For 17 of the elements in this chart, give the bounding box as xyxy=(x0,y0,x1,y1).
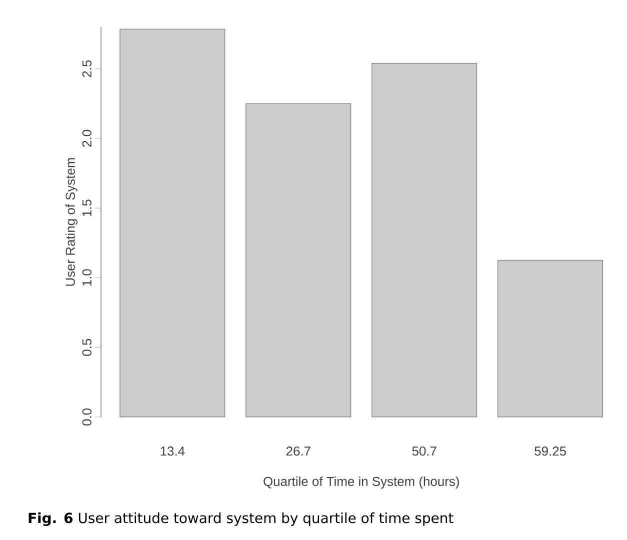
y-tick-label: 1.0 xyxy=(82,269,92,286)
bar xyxy=(246,103,352,418)
y-tick-label: 0.0 xyxy=(82,408,92,426)
bar xyxy=(372,63,478,418)
bar xyxy=(120,28,226,418)
x-tick-label: 13.4 xyxy=(160,446,185,456)
x-axis-title: Quartile of Time in System (hours) xyxy=(264,476,459,489)
x-tick-label: 50.7 xyxy=(412,446,436,456)
x-tick-label: 59.25 xyxy=(534,446,566,456)
y-tick-label: 2.0 xyxy=(82,130,92,147)
y-tick-label: 2.5 xyxy=(82,60,92,78)
y-axis-title: User Rating of System xyxy=(65,158,78,286)
y-tick-label: 0.5 xyxy=(82,338,92,356)
y-tick-label: 1.5 xyxy=(82,200,92,216)
bar xyxy=(498,260,603,418)
text: Fig. 6 User attitude toward system by quartile of time spent xyxy=(28,512,454,526)
x-tick-label: 26.7 xyxy=(286,446,310,456)
